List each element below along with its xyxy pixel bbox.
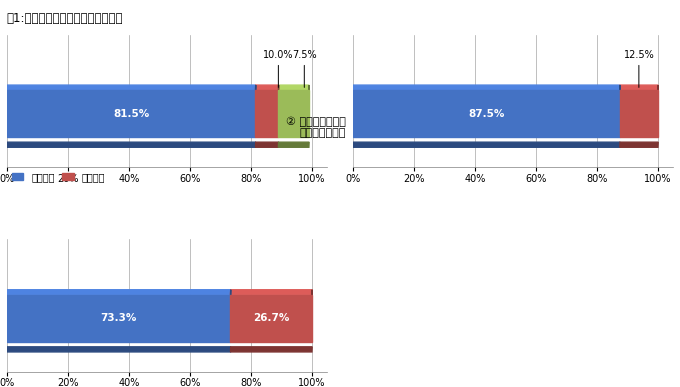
- Polygon shape: [619, 142, 658, 147]
- Legend: 必要ある, 必要ない: 必要ある, 必要ない: [12, 172, 105, 182]
- Polygon shape: [231, 347, 312, 352]
- Text: 73.3%: 73.3%: [101, 313, 137, 323]
- Polygon shape: [619, 85, 658, 90]
- Bar: [231, 295, 312, 342]
- Text: 26.7%: 26.7%: [253, 313, 290, 323]
- Bar: [256, 90, 278, 137]
- Text: 図1:災害時の避難方法に関する意識: 図1:災害時の避難方法に関する意識: [7, 12, 123, 25]
- Polygon shape: [278, 85, 309, 90]
- Text: 81.5%: 81.5%: [113, 109, 150, 119]
- Polygon shape: [231, 290, 312, 295]
- Bar: [619, 90, 658, 137]
- Bar: [278, 90, 309, 137]
- Text: 10.0%: 10.0%: [263, 50, 294, 87]
- Polygon shape: [256, 85, 279, 90]
- Polygon shape: [353, 85, 620, 90]
- Polygon shape: [7, 142, 256, 147]
- Polygon shape: [7, 85, 256, 90]
- Text: 7.5%: 7.5%: [292, 50, 317, 87]
- Polygon shape: [7, 290, 231, 295]
- Y-axis label: ② 避難方法を想定
しておく重要性: ② 避難方法を想定 しておく重要性: [286, 116, 346, 138]
- Bar: [7, 295, 231, 342]
- Polygon shape: [353, 142, 620, 147]
- Polygon shape: [278, 142, 309, 147]
- Text: 87.5%: 87.5%: [468, 109, 505, 119]
- Text: 12.5%: 12.5%: [624, 50, 654, 87]
- Polygon shape: [7, 347, 231, 352]
- Polygon shape: [256, 142, 279, 147]
- Bar: [353, 90, 619, 137]
- Bar: [7, 90, 256, 137]
